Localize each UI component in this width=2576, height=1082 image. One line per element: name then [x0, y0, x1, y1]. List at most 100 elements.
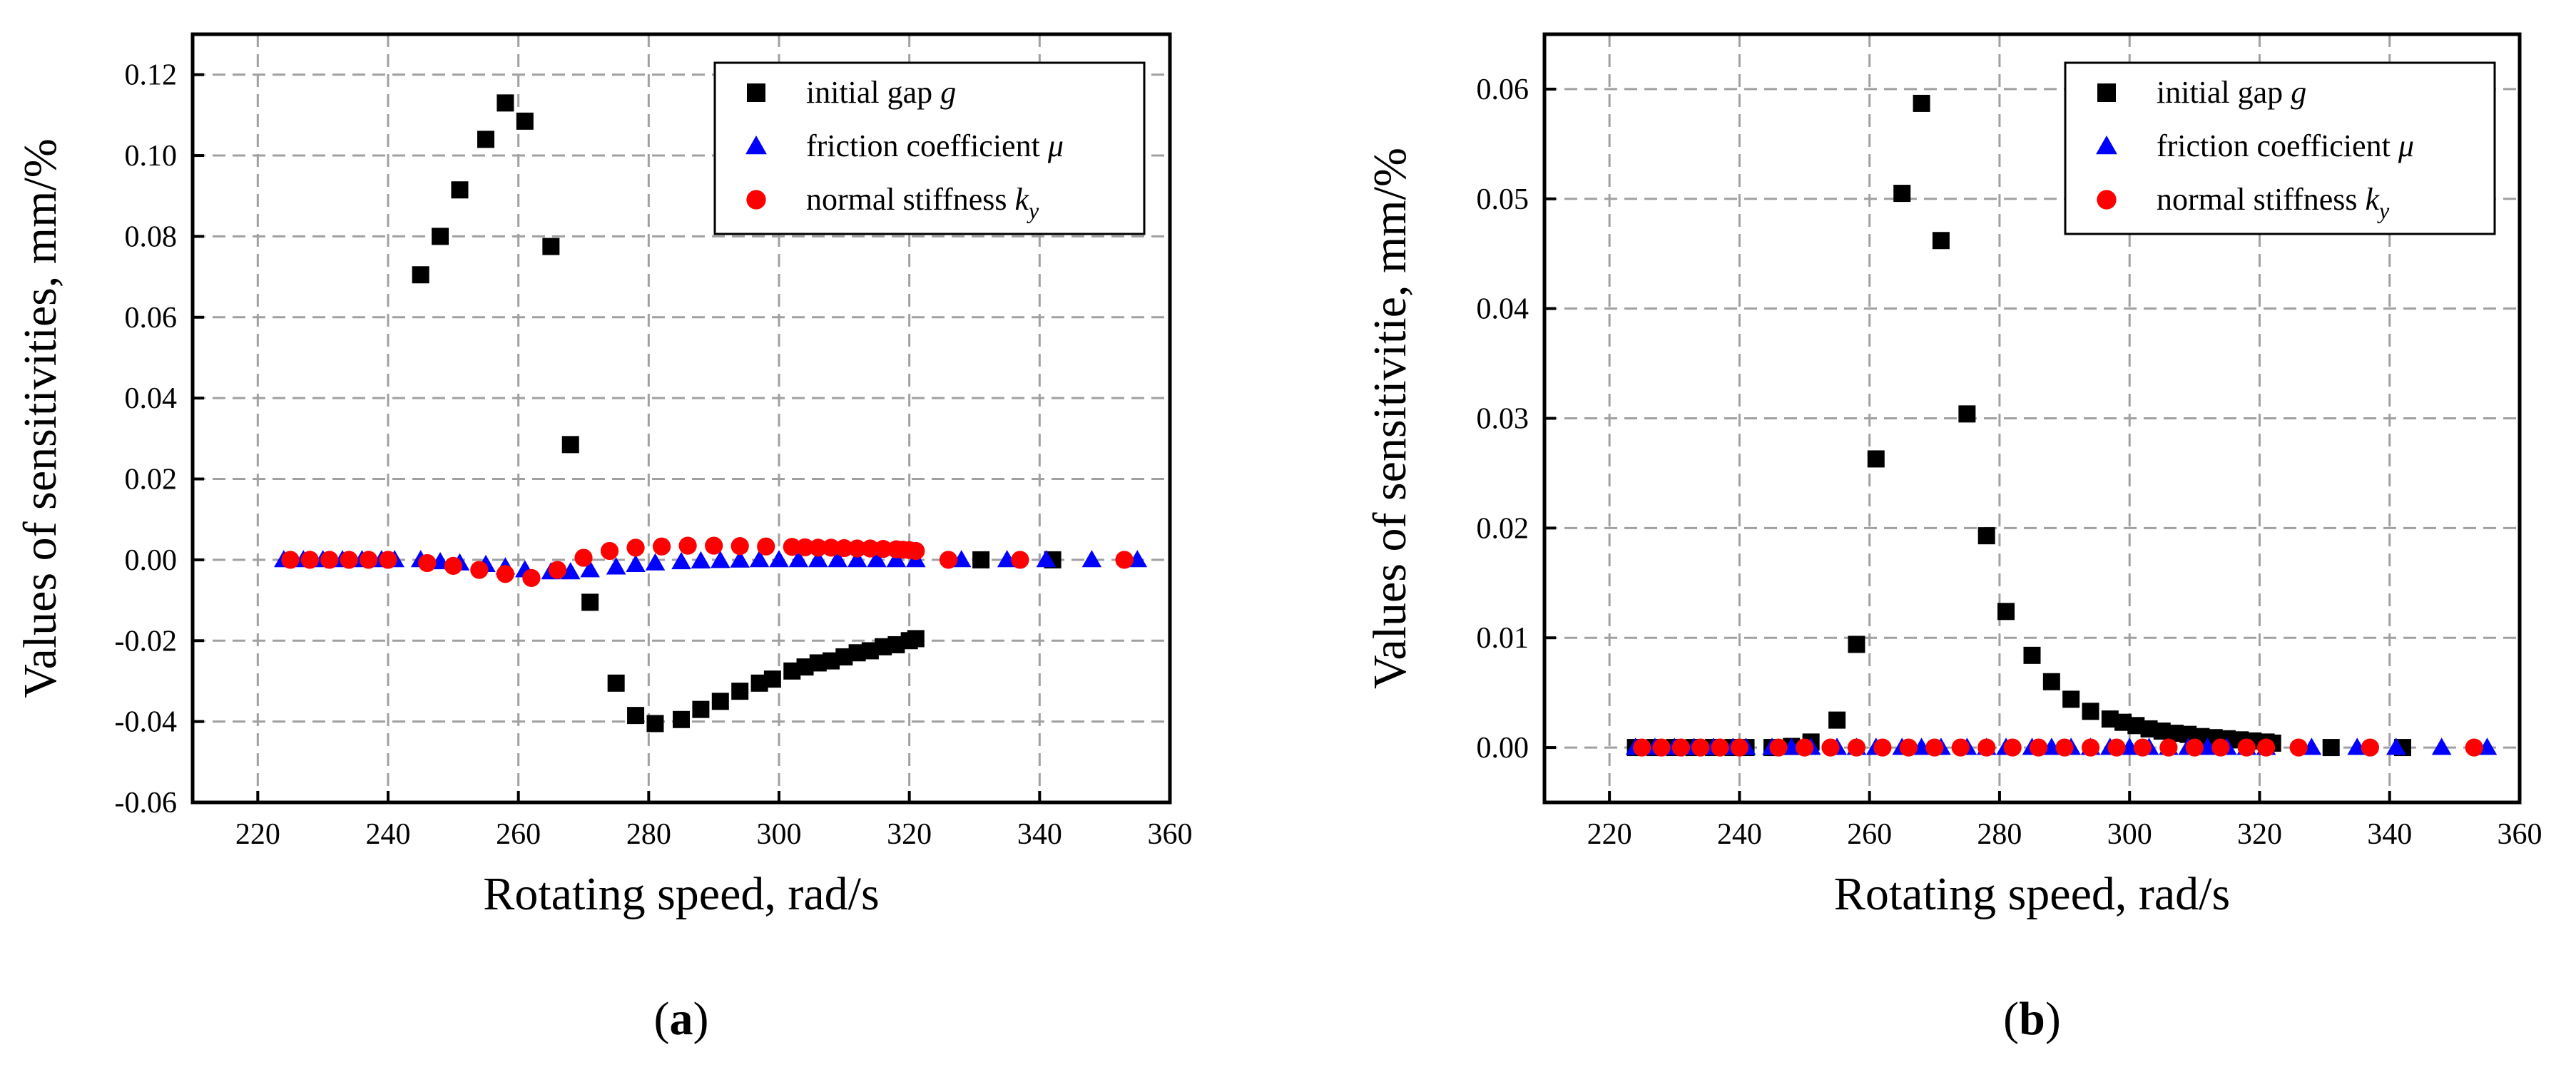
data-point — [730, 537, 749, 556]
data-point — [731, 683, 749, 700]
data-point — [874, 539, 892, 558]
series-square — [412, 94, 1062, 733]
y-tick-label: -0.04 — [115, 706, 178, 739]
x-tick-label: 260 — [1847, 818, 1892, 851]
data-point — [2322, 739, 2340, 757]
x-tick-label: 240 — [366, 818, 411, 851]
y-tick-label: 0.00 — [1477, 732, 1529, 765]
legend-label-text: initial gap — [2157, 75, 2291, 110]
data-point — [542, 238, 560, 255]
data-point — [560, 562, 581, 580]
legend-label: normal stiffness ky — [2157, 182, 2390, 223]
x-tick-label: 320 — [887, 818, 932, 851]
data-point — [730, 550, 750, 568]
data-point — [1671, 738, 1690, 757]
data-point — [763, 670, 781, 688]
data-point — [939, 551, 958, 569]
x-tick-label: 360 — [1148, 818, 1193, 851]
data-point — [1925, 738, 1944, 757]
data-point — [711, 693, 729, 710]
legend-label: friction coefficient μ — [2157, 128, 2414, 163]
panel-label-open: ( — [654, 993, 670, 1045]
x-tick-label: 280 — [626, 818, 671, 851]
data-point — [2289, 738, 2308, 757]
panel-label: (a) — [654, 993, 709, 1045]
data-point — [2465, 738, 2483, 757]
legend-label-text: friction coefficient — [2157, 128, 2398, 163]
legend-label: friction coefficient μ — [806, 128, 1064, 163]
data-point — [808, 550, 828, 568]
data-point — [2211, 738, 2230, 757]
data-point — [705, 536, 723, 555]
panel-label-letter: a — [670, 993, 693, 1045]
data-point — [1633, 738, 1651, 757]
y-tick-label: -0.02 — [115, 625, 178, 658]
legend-label-symbol: μ — [2398, 128, 2414, 163]
data-point — [2055, 738, 2074, 757]
data-point — [907, 630, 925, 648]
data-point — [516, 112, 534, 130]
legend-marker — [746, 190, 766, 210]
data-point — [522, 568, 541, 588]
legend-marker — [747, 83, 765, 102]
y-tick-label: 0.05 — [1477, 183, 1529, 216]
legend-label: initial gap g — [2157, 75, 2306, 110]
x-axis-title: Rotating speed, rad/s — [1834, 868, 2230, 920]
x-axis-title: Rotating speed, rad/s — [483, 868, 879, 920]
y-tick-label: 0.02 — [125, 464, 178, 496]
data-point — [1795, 738, 1814, 757]
data-point — [795, 538, 815, 556]
data-point — [1847, 738, 1866, 757]
data-point — [809, 539, 828, 557]
data-point — [645, 553, 666, 571]
data-point — [646, 715, 664, 733]
data-point — [1977, 738, 1996, 757]
data-point — [2185, 738, 2204, 757]
data-point — [2003, 738, 2022, 757]
data-point — [1932, 232, 1950, 250]
data-point — [757, 537, 775, 556]
y-tick-label: -0.06 — [115, 787, 178, 820]
x-tick-label: 300 — [2107, 818, 2152, 851]
data-point — [2431, 738, 2452, 755]
data-point — [320, 551, 339, 569]
y-axis-title: Values of sensitivitie, mm/% — [1364, 148, 1416, 689]
y-tick-label: 0.08 — [125, 220, 178, 253]
data-point — [2030, 738, 2048, 757]
data-point — [2023, 646, 2041, 664]
y-tick-label: 0.03 — [1477, 403, 1529, 436]
x-tick-label: 240 — [1717, 818, 1762, 851]
legend-label-subscript: y — [1027, 198, 1039, 223]
data-point — [1730, 738, 1748, 757]
panel-label-close: ) — [693, 993, 709, 1045]
data-point — [580, 560, 600, 578]
data-point — [627, 707, 645, 725]
legend-box — [2064, 61, 2496, 235]
data-point — [783, 538, 801, 556]
data-point — [470, 561, 489, 579]
data-point — [1691, 738, 1710, 757]
data-point — [1913, 94, 1930, 112]
data-point — [1951, 738, 1970, 757]
data-point — [2042, 673, 2060, 690]
data-point — [972, 551, 990, 568]
data-point — [2386, 738, 2406, 755]
data-point — [847, 550, 867, 568]
data-point — [418, 553, 437, 573]
data-point — [607, 674, 625, 692]
data-point — [340, 551, 358, 569]
data-point — [1873, 738, 1892, 757]
legend-label-text: friction coefficient — [806, 128, 1048, 163]
data-point — [653, 537, 671, 556]
x-tick-label: 360 — [2498, 818, 2542, 851]
data-point — [300, 551, 319, 569]
data-point — [548, 561, 567, 579]
data-point — [1821, 738, 1840, 757]
legend-marker — [2096, 136, 2117, 155]
y-tick-label: 0.06 — [1477, 73, 1529, 106]
data-point — [497, 94, 514, 112]
data-point — [1115, 551, 1134, 569]
data-point — [749, 550, 770, 568]
x-tick-label: 220 — [1587, 818, 1632, 851]
